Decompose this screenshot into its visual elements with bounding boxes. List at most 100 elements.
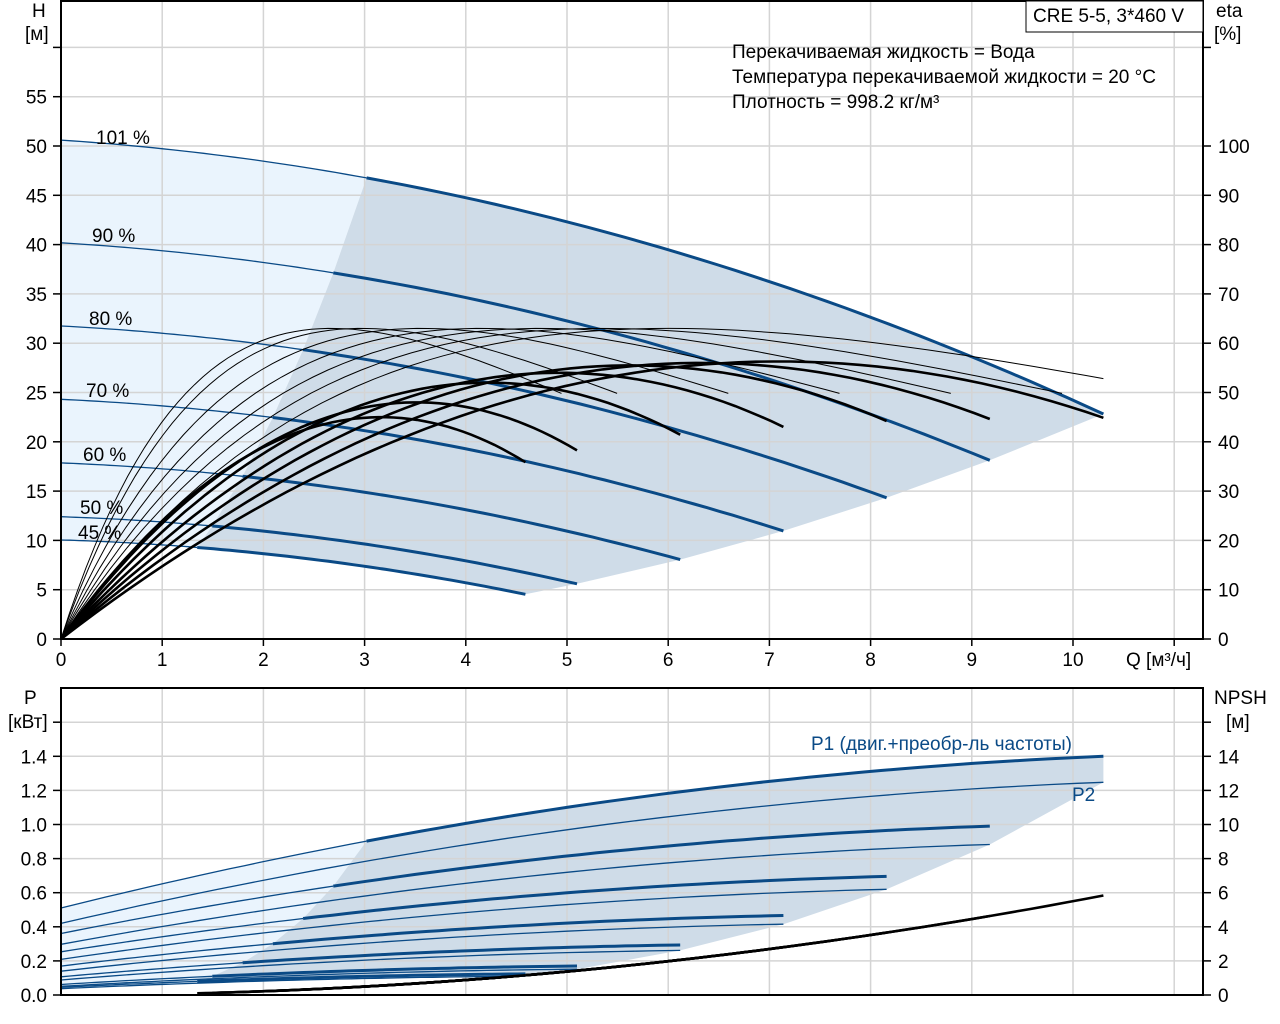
npsh-curve [197, 974, 526, 995]
head-curve [302, 348, 888, 500]
head-curve-extended [60, 516, 213, 527]
head-curve [212, 524, 578, 586]
p1-curve [272, 914, 784, 946]
legend-p1: P1 (двиг.+преобр-ль частоты) [811, 734, 1072, 755]
y-axis-label-head: H [32, 1, 46, 22]
head-curve [242, 474, 681, 562]
info-liquid: Перекачиваемая жидкость = Вода [732, 42, 1035, 63]
total-efficiency-curve [60, 364, 888, 640]
y2-tick-label: 6 [1218, 884, 1229, 905]
y-axis-unit-head: [м] [25, 24, 49, 45]
x-axis-label: Q [м³/ч] [1126, 650, 1191, 671]
x-tick-label: 7 [764, 650, 775, 671]
y2-axis-label-npsh: NPSH [1214, 688, 1267, 709]
y2-tick-label: 30 [1218, 482, 1239, 503]
p1-curve-extended [60, 980, 198, 988]
y2-tick-label: 80 [1218, 236, 1239, 257]
p2-curve [60, 975, 526, 990]
pump-efficiency-curve [60, 327, 618, 640]
y-tick-label: 5 [36, 581, 47, 602]
y2-tick-label: 12 [1218, 781, 1239, 802]
head-curve [272, 416, 784, 533]
y2-axis-unit-eta: [%] [1214, 24, 1241, 45]
x-tick-label: 4 [461, 650, 472, 671]
head-curve [366, 176, 1105, 416]
power-plot-frame [60, 687, 1204, 996]
x-tick-label: 0 [56, 650, 67, 671]
y-tick-label: 1.2 [21, 781, 47, 802]
total-efficiency-curve [59, 415, 527, 640]
x-tick-label: 9 [967, 650, 978, 671]
speed-label: 60 % [83, 445, 126, 466]
y2-tick-label: 0 [1218, 630, 1229, 651]
y-tick-label: 35 [26, 285, 47, 306]
p1-curve-extended [60, 975, 213, 986]
y-tick-label: 0.6 [21, 884, 47, 905]
p2-curve [60, 781, 1104, 925]
speed-label: 45 % [78, 523, 121, 544]
speed-label: 101 % [96, 128, 150, 149]
x-tick-label: 3 [359, 650, 370, 671]
y2-tick-label: 4 [1218, 918, 1229, 939]
p2-curve [60, 923, 784, 972]
p2-curve [60, 968, 578, 987]
y2-tick-label: 2 [1218, 952, 1229, 973]
speed-label: 80 % [89, 309, 132, 330]
p1-curve [366, 754, 1104, 843]
model-title-box [1025, 0, 1204, 33]
x-tick-label: 10 [1062, 650, 1083, 671]
y-tick-label: 15 [26, 482, 47, 503]
operating-range-area [197, 177, 1104, 595]
total-efficiency-curve [60, 381, 681, 640]
y-tick-label: 40 [26, 236, 47, 257]
head-curve [197, 546, 526, 596]
speed-label: 70 % [86, 381, 129, 402]
y-tick-label: 25 [26, 384, 47, 405]
info-density: Плотность = 998.2 кг/м³ [732, 92, 939, 113]
head-curve-extended [60, 398, 273, 419]
y2-tick-label: 70 [1218, 285, 1239, 306]
y2-axis-unit-npsh: [м] [1226, 712, 1250, 733]
model-title: CRE 5-5, 3*460 V [1033, 6, 1184, 27]
y-tick-label: 0.4 [21, 918, 48, 939]
y-tick-label: 0.8 [21, 850, 47, 871]
y-tick-label: 20 [26, 433, 47, 454]
p2-curve [60, 949, 681, 981]
y-tick-label: 0 [36, 630, 47, 651]
y-tick-label: 30 [26, 334, 47, 355]
y-axis-label-power: P [24, 688, 37, 709]
x-tick-label: 1 [157, 650, 168, 671]
pump-efficiency-curve [60, 327, 729, 640]
p1-curve-extended [60, 840, 367, 909]
y2-tick-label: 60 [1218, 334, 1239, 355]
head-curve-extended [60, 325, 304, 351]
info-temperature: Температура перекачиваемой жидкости = 20… [732, 67, 1156, 88]
y2-tick-label: 8 [1218, 850, 1229, 871]
p1-curve-extended [60, 917, 304, 953]
y2-tick-label: 14 [1218, 747, 1240, 768]
p1-curve-extended [60, 943, 273, 967]
head-curve-extended [60, 539, 198, 549]
y-tick-label: 1.4 [21, 747, 48, 768]
y-axis-unit-power: [кВт] [8, 712, 48, 733]
head-plot-frame [60, 0, 1204, 640]
x-tick-label: 2 [258, 650, 269, 671]
total-efficiency-curve [60, 371, 784, 640]
p1-curve [333, 824, 990, 888]
total-efficiency-curve [60, 360, 1104, 641]
p1-curve [197, 972, 526, 983]
y-tick-label: 1.0 [21, 816, 47, 837]
speed-label: 90 % [92, 226, 135, 247]
y2-tick-label: 20 [1218, 531, 1239, 552]
p1-curve [242, 943, 681, 965]
y-tick-label: 55 [26, 88, 47, 109]
speed-label: 50 % [80, 498, 123, 519]
p1-curve-extended [60, 885, 334, 935]
pump-efficiency-curve [60, 327, 1104, 640]
p1-curve [302, 874, 887, 920]
y-tick-label: 45 [26, 186, 47, 207]
y2-tick-label: 100 [1218, 137, 1250, 158]
x-tick-label: 6 [663, 650, 674, 671]
head-curve-extended [60, 462, 243, 477]
